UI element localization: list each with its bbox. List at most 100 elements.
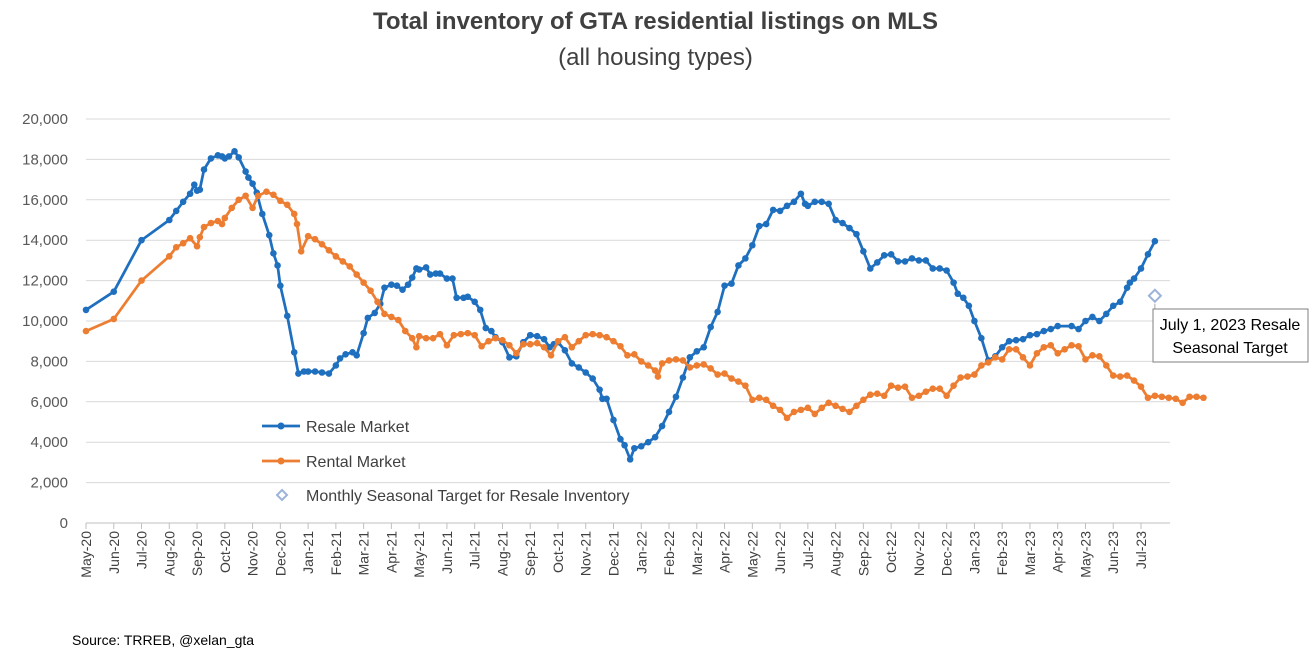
data-point [297, 248, 305, 255]
data-point [218, 220, 226, 228]
data-point [364, 314, 372, 322]
data-point [290, 349, 298, 356]
data-point [735, 262, 742, 269]
data-point [954, 290, 962, 298]
data-point [1033, 330, 1041, 338]
data-point [943, 392, 950, 400]
data-point [200, 223, 208, 231]
data-point [1123, 372, 1131, 379]
x-tick-label: Apr-23 [1050, 531, 1066, 573]
data-point [254, 192, 262, 200]
data-point [304, 368, 312, 375]
x-tick-label: May-23 [1077, 531, 1093, 578]
data-point [457, 330, 465, 338]
data-point [839, 405, 846, 413]
annotation: July 1, 2023 Resale Seasonal Target [1152, 303, 1309, 363]
data-point [374, 298, 381, 306]
annotation-box [1152, 308, 1309, 363]
x-tick-label: Jun-22 [772, 531, 788, 574]
data-point [624, 352, 631, 359]
data-point [568, 343, 576, 351]
data-point [1012, 336, 1020, 344]
data-point [1193, 393, 1200, 401]
x-tick-label: Feb-22 [661, 531, 677, 576]
data-point [526, 331, 534, 339]
data-point [381, 310, 388, 318]
data-point [245, 174, 252, 181]
data-point [621, 441, 628, 449]
series-resale-market [82, 148, 1159, 463]
data-point [221, 214, 229, 222]
x-tick-label: Dec-20 [272, 531, 288, 576]
data-point [929, 265, 937, 272]
data-point [965, 302, 973, 310]
data-point [637, 358, 645, 365]
data-point [228, 204, 236, 212]
data-point [464, 293, 472, 301]
data-point [186, 234, 194, 242]
data-point [867, 265, 874, 272]
data-point [277, 282, 284, 289]
data-point [922, 388, 930, 396]
data-point [429, 334, 437, 342]
data-point [422, 264, 430, 271]
legend-item: Resale Market [262, 419, 410, 436]
data-point [540, 343, 548, 351]
data-point [637, 442, 645, 450]
data-point [207, 155, 215, 162]
data-point [1061, 345, 1068, 353]
data-point [488, 327, 495, 335]
y-tick-label: 14,000 [22, 232, 68, 249]
data-point [880, 252, 888, 259]
x-tick-label: Mar-21 [356, 531, 372, 576]
data-point [506, 341, 513, 349]
data-point [283, 312, 291, 320]
data-point [908, 394, 916, 402]
data-point [513, 350, 520, 357]
data-point [1172, 395, 1180, 403]
data-point [714, 308, 721, 316]
data-point [82, 327, 90, 335]
data-point [960, 294, 967, 302]
data-point [1126, 279, 1134, 286]
data-point [1054, 350, 1062, 357]
data-point [603, 333, 610, 341]
data-point [686, 364, 694, 371]
data-point [360, 279, 367, 286]
data-point [304, 232, 312, 240]
data-point [797, 190, 805, 198]
data-point [1102, 310, 1110, 318]
data-point [811, 198, 819, 206]
data-point [533, 332, 541, 340]
data-point [998, 356, 1006, 363]
data-point [388, 313, 395, 321]
data-point [1144, 251, 1152, 258]
data-point [617, 435, 624, 443]
data-point [728, 375, 735, 382]
data-point [336, 355, 344, 362]
data-point [293, 220, 301, 228]
data-point [1137, 265, 1145, 272]
y-tick-label: 20,000 [22, 111, 68, 128]
x-tick-label: Mar-22 [689, 531, 705, 576]
data-point [318, 369, 326, 376]
data-point [776, 207, 784, 215]
data-point [325, 247, 333, 254]
data-point [1186, 393, 1193, 401]
x-tick-label: Apr-21 [383, 531, 399, 573]
data-point [1082, 317, 1089, 325]
data-point [804, 202, 812, 210]
data-point [258, 210, 266, 218]
data-point [651, 433, 659, 441]
data-point [707, 365, 714, 372]
data-point [1102, 362, 1110, 369]
x-tick-label: Jul-21 [467, 531, 483, 569]
x-tick-label: Aug-22 [828, 531, 844, 576]
data-point [853, 402, 860, 410]
data-point [346, 263, 354, 270]
data-point [755, 394, 763, 402]
data-point [1158, 393, 1166, 401]
y-tick-label: 12,000 [22, 273, 68, 290]
data-point [894, 384, 902, 391]
data-point [790, 408, 798, 416]
